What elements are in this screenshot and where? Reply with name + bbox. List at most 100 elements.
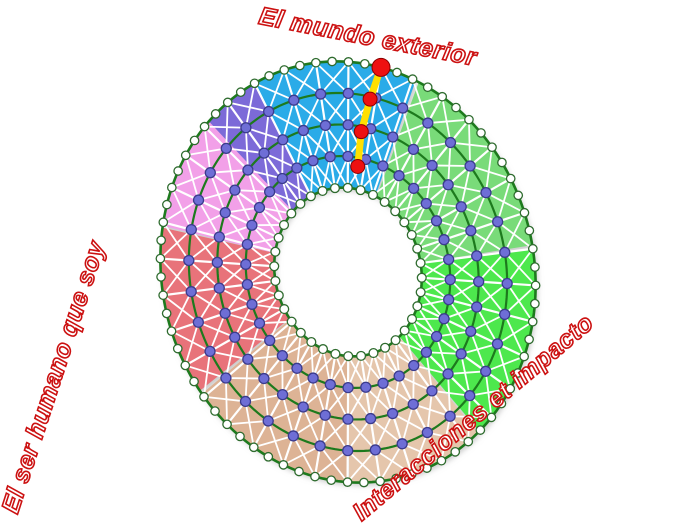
graph-node bbox=[445, 275, 455, 285]
graph-node bbox=[369, 190, 378, 199]
graph-node bbox=[220, 308, 230, 318]
graph-node bbox=[200, 393, 208, 401]
graph-node bbox=[278, 135, 288, 145]
graph-node bbox=[205, 168, 215, 178]
graph-node bbox=[157, 236, 165, 244]
graph-node bbox=[328, 57, 336, 65]
graph-node bbox=[432, 331, 442, 341]
graph-node bbox=[296, 61, 304, 69]
graph-node bbox=[270, 262, 279, 271]
graph-node bbox=[214, 283, 224, 293]
graph-node bbox=[259, 374, 269, 384]
graph-node bbox=[397, 439, 407, 449]
graph-node bbox=[343, 183, 352, 192]
graph-node bbox=[531, 263, 539, 271]
graph-node bbox=[250, 79, 258, 87]
graph-node bbox=[247, 220, 257, 230]
graph-node bbox=[279, 461, 287, 469]
graph-node bbox=[465, 115, 473, 123]
graph-node bbox=[438, 93, 446, 101]
graph-node bbox=[280, 305, 289, 314]
graph-node bbox=[357, 351, 366, 360]
graph-node bbox=[472, 251, 482, 261]
graph-node bbox=[407, 231, 416, 240]
mesh-edge bbox=[205, 127, 246, 128]
graph-node bbox=[237, 88, 245, 96]
graph-node bbox=[344, 58, 352, 66]
graph-node bbox=[361, 382, 371, 392]
graph-node bbox=[492, 339, 502, 349]
graph-node bbox=[380, 198, 389, 207]
graph-node bbox=[416, 288, 425, 297]
graph-node bbox=[159, 291, 167, 299]
graph-node bbox=[343, 151, 353, 161]
graph-node bbox=[477, 129, 485, 137]
graph-node bbox=[205, 346, 215, 356]
graph-node bbox=[221, 373, 231, 383]
graph-node bbox=[182, 151, 190, 159]
graph-node bbox=[230, 332, 240, 342]
graph-node bbox=[381, 343, 390, 352]
graph-node bbox=[394, 371, 404, 381]
graph-node bbox=[443, 180, 453, 190]
graph-node bbox=[408, 399, 418, 409]
mesh-edge bbox=[432, 165, 470, 166]
graph-node bbox=[240, 396, 250, 406]
graph-node bbox=[413, 244, 422, 253]
graph-node bbox=[274, 233, 283, 242]
graph-node bbox=[265, 187, 275, 197]
graph-node bbox=[525, 226, 533, 234]
highlight-node bbox=[351, 160, 365, 174]
graph-node bbox=[259, 148, 269, 158]
graph-node bbox=[271, 277, 280, 286]
graph-node bbox=[271, 247, 280, 256]
graph-node bbox=[325, 380, 335, 390]
graph-node bbox=[481, 188, 491, 198]
graph-node bbox=[193, 317, 203, 327]
graph-node bbox=[241, 259, 251, 269]
graph-node bbox=[466, 326, 476, 336]
graph-node bbox=[162, 309, 170, 317]
graph-node bbox=[409, 361, 419, 371]
graph-node bbox=[423, 83, 431, 91]
graph-node bbox=[242, 280, 252, 290]
highlight-node bbox=[354, 125, 368, 139]
graph-node bbox=[265, 335, 275, 345]
graph-node bbox=[520, 209, 528, 217]
graph-node bbox=[417, 273, 426, 282]
graph-node bbox=[331, 184, 340, 193]
graph-node bbox=[224, 98, 232, 106]
mesh-edge bbox=[469, 120, 470, 166]
mesh-edge bbox=[226, 378, 264, 379]
graph-node bbox=[514, 191, 522, 199]
graph-node bbox=[343, 478, 351, 486]
graph-node bbox=[308, 373, 318, 383]
graph-node bbox=[156, 254, 164, 262]
graph-node bbox=[446, 138, 456, 148]
graph-node bbox=[289, 95, 299, 105]
graph-node bbox=[174, 344, 182, 352]
graph-node bbox=[427, 386, 437, 396]
graph-node bbox=[312, 59, 320, 67]
graph-node bbox=[167, 327, 175, 335]
graph-node bbox=[391, 207, 400, 216]
graph-node bbox=[493, 217, 503, 227]
graph-node bbox=[388, 409, 398, 419]
graph-node bbox=[529, 245, 537, 253]
graph-node bbox=[230, 185, 240, 195]
graph-node bbox=[507, 174, 515, 182]
mesh-edge bbox=[226, 378, 227, 424]
graph-node bbox=[500, 247, 510, 257]
graph-node bbox=[408, 75, 416, 83]
graph-node bbox=[296, 199, 305, 208]
mesh-edge bbox=[413, 366, 414, 405]
graph-node bbox=[194, 195, 204, 205]
graph-node bbox=[531, 281, 539, 289]
graph-node bbox=[531, 300, 539, 308]
graph-node bbox=[243, 165, 253, 175]
graph-node bbox=[315, 441, 325, 451]
graph-node bbox=[488, 143, 496, 151]
graph-node bbox=[316, 89, 326, 99]
graph-node bbox=[277, 173, 287, 183]
graph-node bbox=[343, 446, 353, 456]
